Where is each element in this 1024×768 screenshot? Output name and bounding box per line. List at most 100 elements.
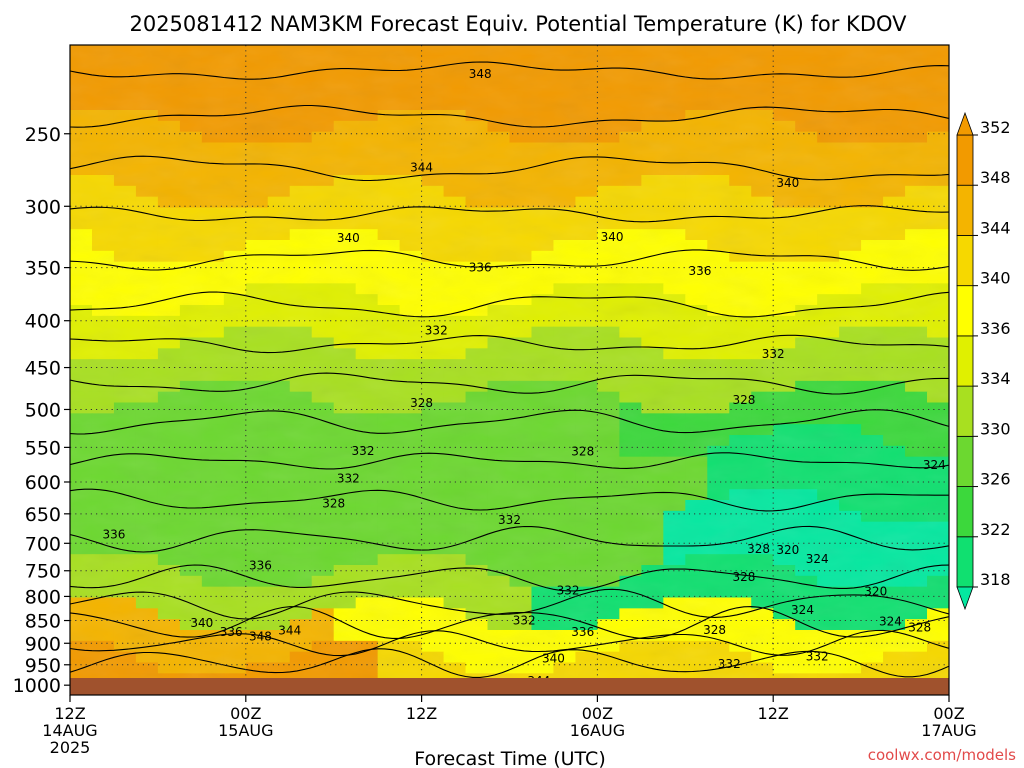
texture-overlay <box>70 45 949 695</box>
y-tick-label: 350 <box>25 258 61 280</box>
contour-label: 332 <box>762 347 785 361</box>
contour-label-text: 332 <box>337 472 360 486</box>
colorbar-label: 326 <box>980 470 1011 489</box>
contour-label: 328 <box>410 396 433 410</box>
contour-label: 340 <box>601 230 624 244</box>
colorbar-label: 348 <box>980 168 1011 187</box>
contour-label: 336 <box>571 625 594 639</box>
contour-label-text: 336 <box>102 528 125 542</box>
contour-label-text: 320 <box>864 584 887 598</box>
colorbar: 318 322 326 330 334 336 340 344 348 352 <box>956 111 1011 611</box>
y-tick-label: 800 <box>25 586 61 608</box>
colorbar-segment <box>956 385 974 437</box>
plot-area: 348 344 340 340 340 336 336 332 332 328 328 332 328 3… <box>70 45 949 695</box>
contour-label: 320 <box>776 543 799 557</box>
contour-label-text: 328 <box>747 542 770 556</box>
contour-label: 332 <box>513 614 536 628</box>
x-tick-label: 12Z <box>406 704 437 723</box>
contour-line <box>70 525 949 553</box>
contour-label-text: 332 <box>498 513 521 527</box>
contour-line <box>70 249 949 271</box>
contour-label: 328 <box>908 620 931 634</box>
contour-label-text: 332 <box>806 649 829 663</box>
contour-label-text: 324 <box>923 458 946 472</box>
x-tick-label: 00Z <box>933 704 964 723</box>
contour-label-text: 328 <box>410 396 433 410</box>
contour-line <box>70 372 949 395</box>
contour-line <box>70 648 949 678</box>
contour-label: 340 <box>776 176 799 190</box>
contour-label: 328 <box>703 623 726 637</box>
contour-label-text: 340 <box>337 231 360 245</box>
contour-label-text: 328 <box>322 496 345 510</box>
contour-line <box>70 629 949 657</box>
y-tick-label: 250 <box>25 124 61 146</box>
contour-line <box>70 155 949 182</box>
contour-label: 324 <box>791 603 814 617</box>
colorbar-segment <box>956 184 974 236</box>
contour-label: 332 <box>337 472 360 486</box>
contour-label-text: 320 <box>776 543 799 557</box>
colorbar-segment <box>956 335 974 387</box>
contour-label-text: 324 <box>791 603 814 617</box>
contour-label-text: 324 <box>879 614 902 628</box>
contour-label: 340 <box>190 616 213 630</box>
contour-label-text: 336 <box>249 558 272 572</box>
contour-label: 328 <box>732 570 755 584</box>
contour-label-text: 344 <box>410 160 433 174</box>
x-tick-label: 17AUG <box>921 721 976 740</box>
contour-label: 324 <box>923 458 946 472</box>
contour-label: 332 <box>718 657 741 671</box>
contour-label-text: 340 <box>190 616 213 630</box>
contour-label: 332 <box>498 513 521 527</box>
contour-line <box>70 61 949 80</box>
contour-label: 332 <box>806 649 829 663</box>
y-tick-label: 300 <box>25 196 61 218</box>
plot-frame <box>69 44 950 696</box>
y-tick-label: 900 <box>25 633 61 655</box>
contour-label: 332 <box>425 324 448 338</box>
contour-line <box>70 104 949 128</box>
y-tick-label: 550 <box>25 437 61 459</box>
colorbar-segment <box>956 486 974 538</box>
x-tick-label: 14AUG <box>42 721 97 740</box>
colorbar-label: 336 <box>980 319 1011 338</box>
contour-label: 328 <box>747 542 770 556</box>
contour-line <box>70 606 949 640</box>
colorbar-label: 344 <box>980 218 1011 237</box>
contour-line <box>70 291 949 318</box>
contour-label-text: 328 <box>732 570 755 584</box>
contour-label: 328 <box>732 393 755 407</box>
y-tick-label: 850 <box>25 611 61 633</box>
x-tick-label: 00Z <box>230 704 261 723</box>
contour-label: 340 <box>337 231 360 245</box>
contour-label: 344 <box>410 160 433 174</box>
contour-label-text: 332 <box>762 347 785 361</box>
contour-label: 336 <box>469 261 492 275</box>
contour-label: 336 <box>220 625 243 639</box>
x-tick-label: 16AUG <box>570 721 625 740</box>
contour-label: 324 <box>879 614 902 628</box>
contour-label-text: 332 <box>718 657 741 671</box>
x-axis-label: Forecast Time (UTC) <box>414 748 605 768</box>
chart-title: 2025081412 NAM3KM Forecast Equiv. Potent… <box>129 12 907 36</box>
y-tick-label: 500 <box>25 399 61 421</box>
y-tick-label: 1000 <box>13 675 61 697</box>
colorbar-segment <box>956 536 974 588</box>
contour-line <box>70 452 949 470</box>
contour-label: 348 <box>249 630 272 644</box>
colorbar-label: 334 <box>980 369 1011 388</box>
y-tick-label: 700 <box>25 533 61 555</box>
x-tick-label: 12Z <box>758 704 789 723</box>
contour-label: 348 <box>469 67 492 81</box>
y-tick-label: 600 <box>25 472 61 494</box>
colorbar-segment <box>956 134 974 186</box>
y-axis: 2503003504004505005506006507007508008509… <box>13 124 70 697</box>
contour-label: 328 <box>322 496 345 510</box>
contour-line <box>70 409 949 435</box>
contour-label: 328 <box>571 445 594 459</box>
contour-label: 332 <box>352 444 375 458</box>
contour-line <box>70 488 949 512</box>
colorbar-label: 330 <box>980 419 1011 438</box>
